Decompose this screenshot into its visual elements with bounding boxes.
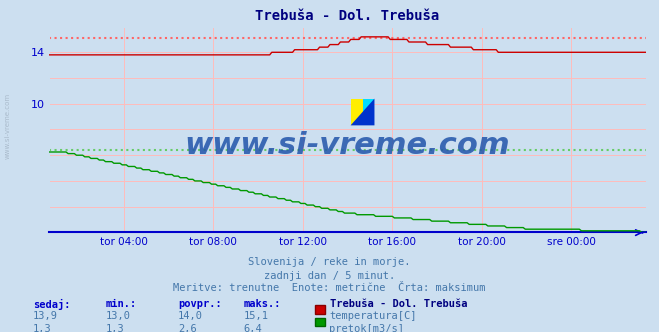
Title: Trebuša - Dol. Trebuša: Trebuša - Dol. Trebuša [256, 9, 440, 23]
Text: zadnji dan / 5 minut.: zadnji dan / 5 minut. [264, 271, 395, 281]
Text: www.si-vreme.com: www.si-vreme.com [5, 93, 11, 159]
Text: min.:: min.: [105, 299, 136, 309]
Text: Meritve: trenutne  Enote: metrične  Črta: maksimum: Meritve: trenutne Enote: metrične Črta: … [173, 283, 486, 293]
Text: sedaj:: sedaj: [33, 299, 71, 310]
Text: 13,9: 13,9 [33, 311, 58, 321]
Text: www.si-vreme.com: www.si-vreme.com [185, 131, 511, 160]
Text: 6,4: 6,4 [244, 324, 262, 332]
Polygon shape [362, 99, 374, 125]
Text: 1,3: 1,3 [105, 324, 124, 332]
Text: 13,0: 13,0 [105, 311, 130, 321]
Text: 15,1: 15,1 [244, 311, 269, 321]
Polygon shape [351, 99, 374, 125]
Text: temperatura[C]: temperatura[C] [330, 311, 417, 321]
Text: pretok[m3/s]: pretok[m3/s] [330, 324, 405, 332]
Text: 14,0: 14,0 [178, 311, 203, 321]
Text: maks.:: maks.: [244, 299, 281, 309]
Text: 1,3: 1,3 [33, 324, 51, 332]
Text: 2,6: 2,6 [178, 324, 196, 332]
Bar [351, 99, 362, 125]
Text: Trebuša - Dol. Trebuša: Trebuša - Dol. Trebuša [330, 299, 467, 309]
Text: povpr.:: povpr.: [178, 299, 221, 309]
Text: Slovenija / reke in morje.: Slovenija / reke in morje. [248, 257, 411, 267]
